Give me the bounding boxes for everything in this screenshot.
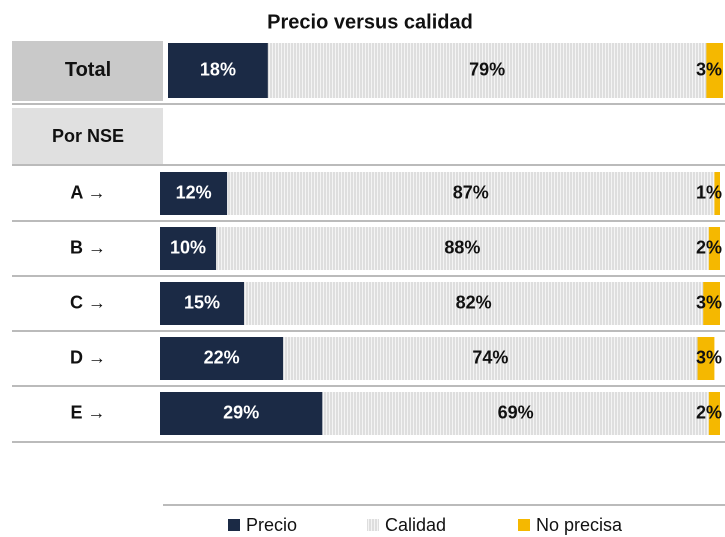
legend-label: Precio bbox=[246, 515, 297, 535]
legend-swatch bbox=[367, 519, 379, 531]
value-label: 3% bbox=[696, 347, 722, 367]
group-cell bbox=[12, 108, 163, 164]
bar-segment bbox=[267, 43, 707, 98]
row-label: D → bbox=[70, 347, 106, 367]
bar-segment bbox=[714, 172, 720, 215]
value-label: 2% bbox=[696, 402, 722, 422]
bar-segment bbox=[708, 227, 720, 270]
bar-segment bbox=[168, 43, 268, 98]
value-label: 3% bbox=[696, 292, 722, 312]
value-label: 10% bbox=[170, 237, 206, 257]
value-label: 15% bbox=[184, 292, 220, 312]
legend-label: Calidad bbox=[385, 515, 446, 535]
value-label: 3% bbox=[696, 59, 722, 79]
row-label: E → bbox=[70, 402, 105, 422]
group-label: Por NSE bbox=[52, 126, 124, 146]
bar-segment bbox=[160, 337, 284, 380]
row-label: Total bbox=[65, 59, 111, 81]
value-label: 82% bbox=[456, 292, 492, 312]
legend-swatch bbox=[518, 519, 530, 531]
value-label: 74% bbox=[472, 347, 508, 367]
value-label: 88% bbox=[444, 237, 480, 257]
value-label: 29% bbox=[223, 402, 259, 422]
value-label: 79% bbox=[469, 59, 505, 79]
bar-segment bbox=[322, 392, 709, 435]
row-label: A → bbox=[70, 182, 105, 202]
bar-segment bbox=[160, 282, 244, 325]
value-label: 87% bbox=[453, 182, 489, 202]
value-label: 18% bbox=[200, 59, 236, 79]
bar-segment bbox=[708, 392, 720, 435]
bar-segment bbox=[216, 227, 709, 270]
legend-swatch bbox=[228, 519, 240, 531]
bar-segment bbox=[703, 282, 720, 325]
value-label: 12% bbox=[176, 182, 212, 202]
chart-title: Precio versus calidad bbox=[267, 11, 473, 33]
legend-label: No precisa bbox=[536, 515, 623, 535]
bar-segment bbox=[283, 337, 698, 380]
value-label: 69% bbox=[498, 402, 534, 422]
value-label: 2% bbox=[696, 237, 722, 257]
bar-segment bbox=[697, 337, 715, 380]
row-label: C → bbox=[70, 292, 106, 312]
total-cell bbox=[12, 41, 163, 101]
bar-segment bbox=[244, 282, 704, 325]
value-label: 1% bbox=[696, 182, 722, 202]
value-label: 22% bbox=[204, 347, 240, 367]
bar-segment bbox=[227, 172, 715, 215]
row-label: B → bbox=[70, 237, 106, 257]
bar-segment bbox=[160, 172, 228, 215]
bar-segment bbox=[160, 227, 216, 270]
bar-segment bbox=[160, 392, 323, 435]
bar-segment bbox=[706, 43, 723, 98]
